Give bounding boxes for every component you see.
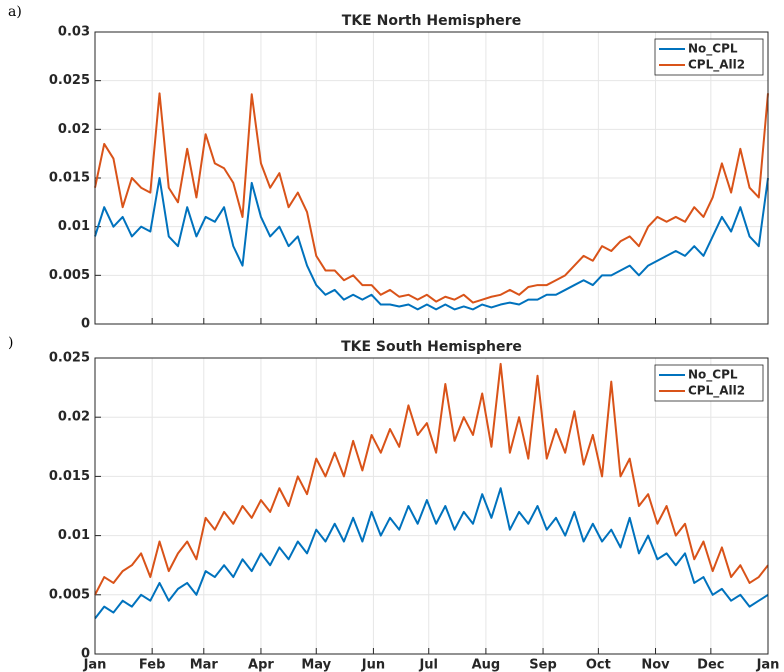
chart-title: TKE North Hemisphere — [342, 13, 521, 29]
panel-label: a) — [8, 4, 22, 20]
y-tick-label: 0.015 — [49, 469, 90, 484]
y-tick-label: 0.005 — [49, 587, 90, 602]
x-tick-label: Jul — [418, 658, 438, 672]
plot-frame — [94, 31, 769, 325]
x-tick-label: Oct — [586, 658, 611, 672]
y-tick-label: 0.02 — [58, 410, 90, 425]
legend-label: CPL_All2 — [688, 384, 745, 399]
series-line — [94, 177, 769, 311]
panel-label: ) — [8, 335, 13, 351]
x-tick-label: Jun — [361, 658, 385, 672]
series-line — [94, 92, 769, 304]
x-tick-label: Jan — [83, 658, 107, 672]
x-tick-label: May — [301, 658, 331, 672]
chart-title: TKE South Hemisphere — [341, 339, 522, 355]
x-tick-label: Dec — [697, 658, 724, 672]
x-tick-label: Sep — [529, 658, 557, 672]
y-tick-label: 0.01 — [58, 528, 90, 543]
legend-label: No_CPL — [688, 368, 738, 383]
x-tick-label: Mar — [190, 658, 219, 672]
y-tick-label: 0 — [81, 317, 90, 332]
legend-label: CPL_All2 — [688, 58, 745, 73]
plot-frame — [94, 357, 769, 655]
x-tick-label: Nov — [641, 658, 670, 672]
x-tick-label: Apr — [248, 658, 274, 672]
x-tick-label: Aug — [472, 658, 501, 672]
y-tick-label: 0.01 — [58, 219, 90, 234]
y-tick-label: 0.02 — [58, 122, 90, 137]
y-tick-label: 0.005 — [49, 268, 90, 283]
y-tick-label: 0.015 — [49, 171, 90, 186]
series-line — [94, 362, 769, 596]
x-tick-label: Feb — [139, 658, 165, 672]
x-tick-label: Jan — [756, 658, 780, 672]
y-tick-label: 0 — [81, 647, 90, 662]
series-line — [94, 487, 769, 620]
y-tick-label: 0.025 — [49, 351, 90, 366]
legend-box — [654, 38, 764, 76]
y-tick-label: 0.03 — [58, 25, 90, 40]
y-tick-label: 0.025 — [49, 73, 90, 88]
legend-label: No_CPL — [688, 42, 738, 57]
legend-box — [654, 364, 764, 402]
